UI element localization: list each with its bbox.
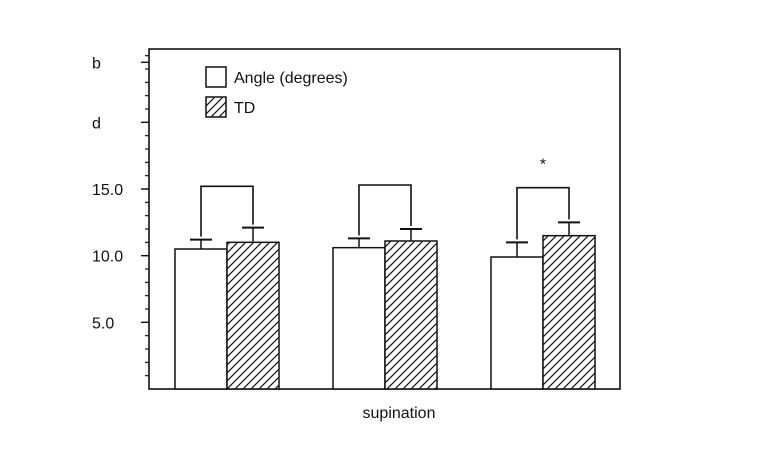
y-tick-label: 5.0 xyxy=(92,315,114,332)
legend-label-angle: Angle (degrees) xyxy=(234,70,348,87)
bar-td-1 xyxy=(384,240,438,390)
y-tick-label: b xyxy=(92,55,101,72)
bar-angle-2 xyxy=(490,256,544,390)
significance-marker: * xyxy=(540,157,546,174)
y-tick-label: d xyxy=(92,115,101,132)
significance-bracket xyxy=(200,185,254,237)
bar-angle-0 xyxy=(174,248,228,390)
significance-bracket xyxy=(358,184,412,236)
x-axis-label: supination xyxy=(363,405,436,422)
legend-label-td: TD xyxy=(234,100,255,117)
bar-td-0 xyxy=(226,241,280,390)
y-tick-label: 15.0 xyxy=(92,182,123,199)
bar-angle-1 xyxy=(332,246,386,390)
bar-td-2 xyxy=(542,234,596,390)
legend-swatch-td xyxy=(205,96,227,118)
significance-bracket xyxy=(516,186,570,240)
legend-swatch-angle xyxy=(205,66,227,88)
y-tick-label: 10.0 xyxy=(92,249,123,266)
